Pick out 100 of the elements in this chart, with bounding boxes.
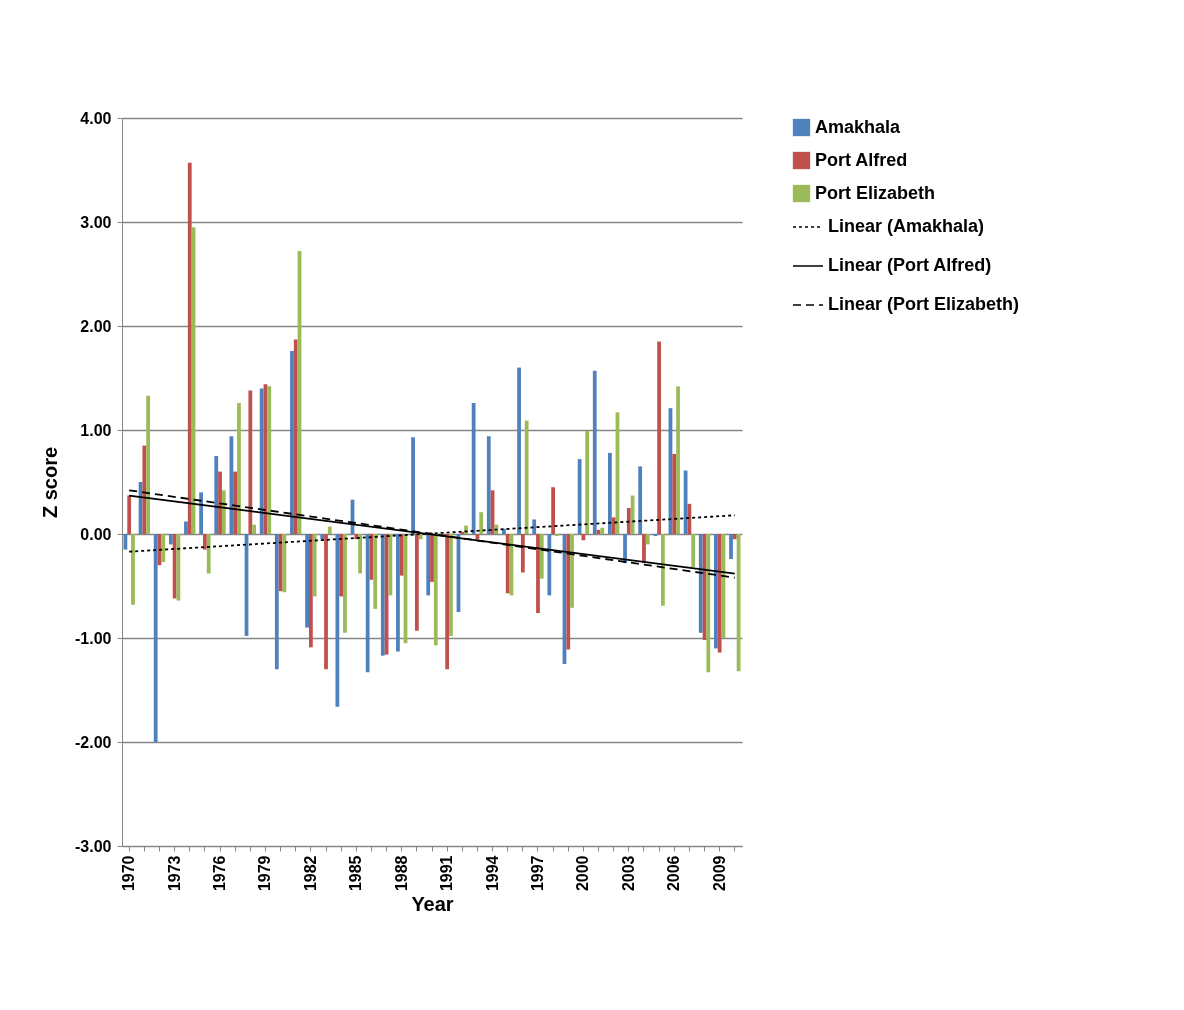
- x-axis-title: Year: [411, 893, 454, 916]
- bar: [161, 534, 166, 563]
- x-tick-label: 1985: [347, 855, 365, 892]
- bar: [445, 534, 450, 670]
- bar: [324, 534, 328, 670]
- x-tick-label: 2006: [665, 855, 683, 892]
- bar: [592, 370, 597, 534]
- bar: [608, 452, 612, 534]
- bar: [524, 420, 529, 534]
- bar: [630, 495, 635, 534]
- bar: [638, 466, 643, 534]
- bar: [172, 534, 177, 599]
- x-tick-label: 1979: [256, 855, 274, 892]
- bar: [539, 534, 544, 579]
- bar: [486, 436, 491, 534]
- bar: [411, 437, 415, 534]
- y-tick-label: 0.00: [80, 525, 112, 543]
- bar: [414, 534, 419, 631]
- x-tick-label: 2000: [574, 855, 592, 892]
- bar: [142, 445, 147, 534]
- bar: [396, 534, 400, 652]
- bar: [218, 471, 222, 534]
- bar: [168, 534, 173, 545]
- bar: [623, 534, 627, 564]
- x-tick-label: 1973: [165, 855, 183, 892]
- bar: [517, 367, 521, 534]
- bar: [551, 487, 556, 534]
- bar: [691, 534, 696, 568]
- bar: [373, 534, 378, 609]
- x-tick-label: 1988: [392, 855, 410, 892]
- bar: [214, 456, 219, 534]
- bar: [206, 534, 211, 574]
- bar: [471, 402, 476, 534]
- bar: [339, 534, 344, 597]
- bar: [433, 534, 438, 646]
- bar: [547, 534, 552, 596]
- bar: [426, 534, 431, 596]
- bar: [233, 471, 238, 534]
- bar: [388, 534, 393, 596]
- legend-label: Linear (Port Alfred): [828, 255, 992, 275]
- legend-label: Amakhala: [815, 116, 902, 137]
- bar: [380, 534, 385, 656]
- bar: [131, 534, 135, 605]
- bar: [566, 534, 571, 650]
- bar: [305, 534, 309, 628]
- bar: [600, 527, 605, 534]
- bar: [706, 534, 711, 673]
- bar: [237, 402, 241, 534]
- bar: [252, 524, 256, 534]
- bar: [187, 162, 192, 534]
- bar: [713, 534, 718, 649]
- legend-label: Port Elizabeth: [815, 182, 936, 203]
- legend-label: Port Alfred: [815, 149, 908, 170]
- bar: [399, 534, 404, 576]
- y-tick-label: -1.00: [75, 629, 112, 647]
- bar: [308, 534, 313, 648]
- y-tick-label: 4.00: [80, 109, 112, 127]
- x-tick-label: 1970: [120, 855, 138, 892]
- bar: [248, 390, 253, 534]
- x-tick-label: 1994: [483, 855, 501, 892]
- y-tick-label: -2.00: [75, 733, 112, 751]
- bar: [146, 395, 151, 534]
- y-tick-label: 3.00: [80, 213, 112, 231]
- bar: [657, 341, 661, 534]
- bar: [626, 508, 631, 534]
- bar: [449, 534, 453, 636]
- bar: [282, 534, 287, 593]
- y-axis-title: Z score: [39, 446, 62, 519]
- y-tick-label: 1.00: [80, 421, 112, 439]
- bar: [479, 512, 484, 534]
- bar: [203, 534, 207, 550]
- bar: [293, 339, 298, 534]
- x-tick-label: 2009: [710, 855, 728, 892]
- bar: [153, 534, 158, 742]
- x-tick-label: 1976: [211, 855, 229, 892]
- bar: [729, 534, 733, 559]
- bar: [698, 534, 703, 633]
- bar: [611, 517, 616, 534]
- x-tick-label: 2003: [619, 855, 637, 892]
- bar: [676, 386, 680, 534]
- bar: [732, 534, 737, 540]
- x-tick-label: 1982: [301, 855, 319, 892]
- bar: [645, 534, 650, 545]
- bar: [327, 526, 332, 534]
- bar: [259, 388, 264, 534]
- bar: [555, 534, 559, 537]
- bar: [358, 534, 362, 574]
- bar: [570, 534, 574, 608]
- legend-label: Linear (Amakhala): [828, 216, 985, 236]
- bar: [229, 436, 234, 534]
- bar: [653, 534, 658, 537]
- bar: [267, 386, 272, 534]
- bar: [365, 534, 370, 673]
- y-tick-label: 2.00: [80, 317, 112, 335]
- x-tick-label: 1991: [438, 855, 456, 892]
- bar: [585, 431, 590, 534]
- x-tick-label: 1997: [528, 855, 546, 892]
- bar: [221, 490, 226, 534]
- bar: [430, 534, 434, 582]
- bar: [717, 534, 722, 653]
